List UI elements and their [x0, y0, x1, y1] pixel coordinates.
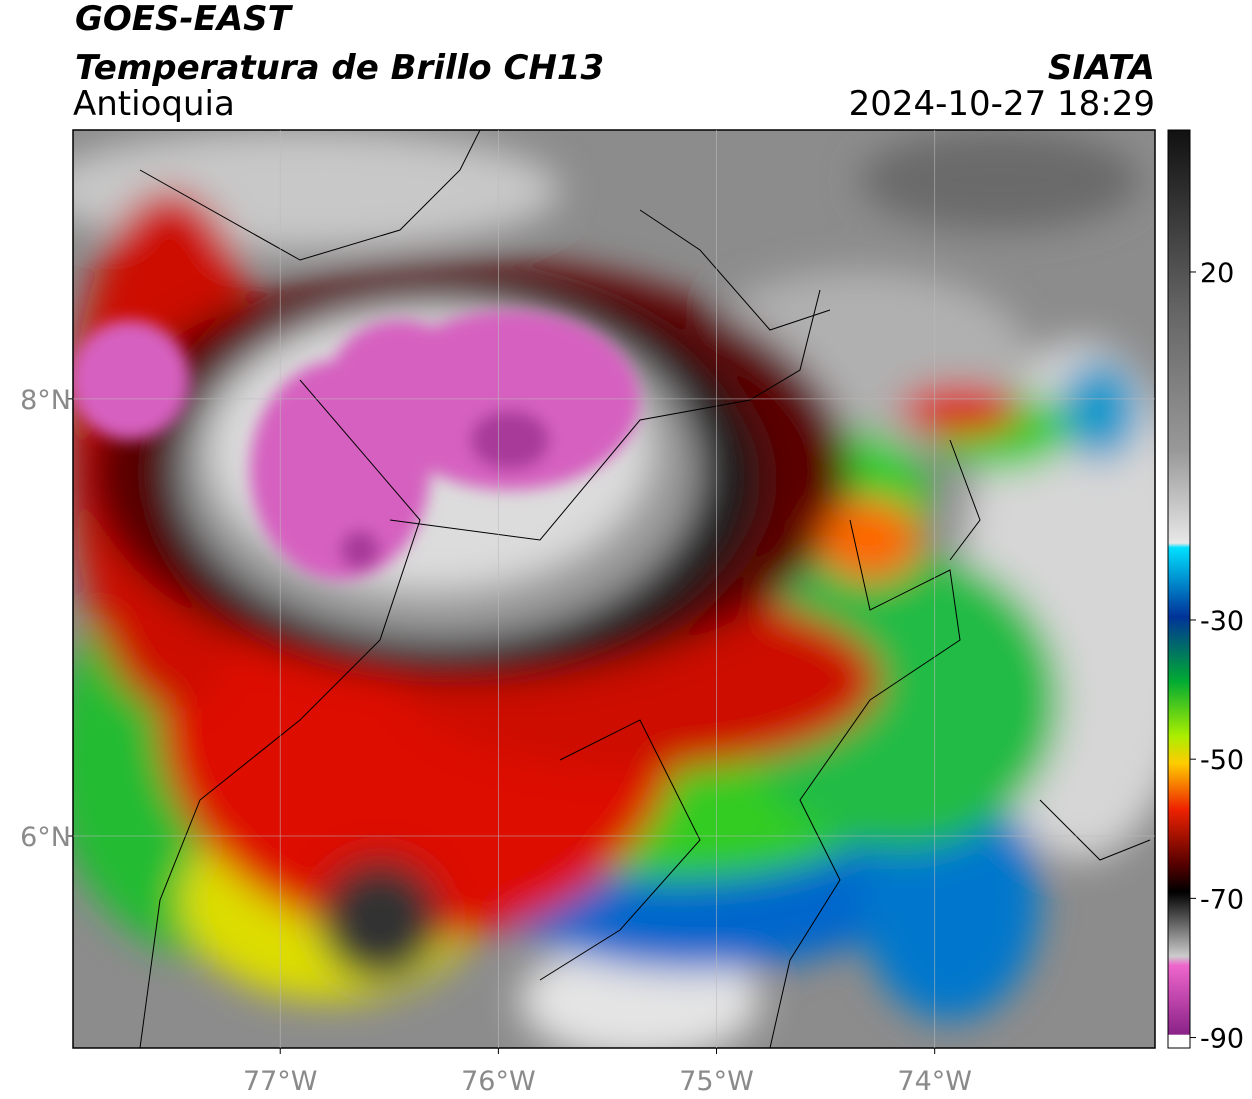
map-frame — [72, 129, 1156, 1049]
y-tick-label: 6°N — [20, 822, 71, 853]
colorbar-tick-label: -70 — [1200, 884, 1244, 915]
source-label: SIATA — [1048, 48, 1155, 88]
x-tick-label: 74°W — [897, 1066, 972, 1097]
colorbar-tick-label: -30 — [1200, 606, 1244, 637]
x-tick-label: 75°W — [679, 1066, 754, 1097]
satellite-title: GOES-EAST — [75, 0, 294, 39]
y-tick-label: 8°N — [20, 385, 71, 416]
colorbar-tick-label: -90 — [1200, 1024, 1244, 1055]
x-tick-label: 76°W — [461, 1066, 536, 1097]
region-label: Antioquia — [73, 84, 235, 124]
colorbar-tick-label: 20 — [1200, 258, 1234, 289]
satellite-image — [73, 130, 1155, 1048]
colorbar-tick-label: -50 — [1200, 745, 1244, 776]
product-title: Temperatura de Brillo CH13 — [75, 48, 604, 88]
datetime-label: 2024-10-27 18:29 — [849, 84, 1155, 124]
x-tick-label: 77°W — [243, 1066, 318, 1097]
colorbar — [1167, 129, 1191, 1049]
